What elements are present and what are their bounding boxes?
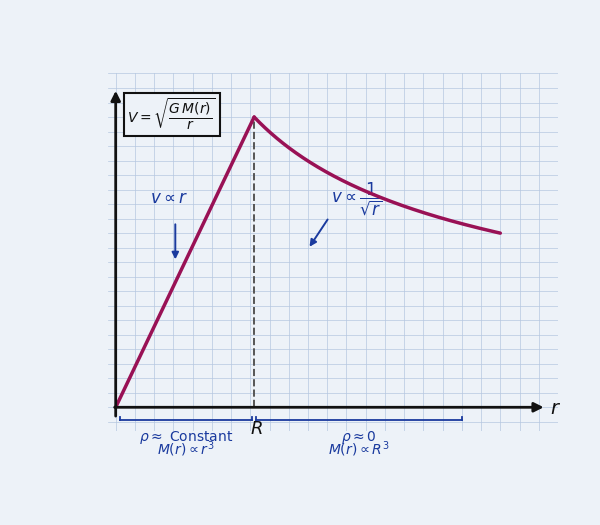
Text: $R$: $R$ (250, 421, 262, 438)
Text: $v \propto \dfrac{1}{\sqrt{r}}$: $v \propto \dfrac{1}{\sqrt{r}}$ (331, 180, 383, 217)
Text: $\rho \approx 0$: $\rho \approx 0$ (341, 429, 377, 446)
Text: $V = \sqrt{\dfrac{G\,M(r)}{r}}$: $V = \sqrt{\dfrac{G\,M(r)}{r}}$ (127, 97, 216, 132)
Text: $\rho \approx$ Constant: $\rho \approx$ Constant (139, 429, 233, 446)
Text: $r$: $r$ (550, 399, 562, 418)
Text: $M(r) \propto r^3$: $M(r) \propto r^3$ (157, 439, 215, 459)
Text: $M(r) \propto R^3$: $M(r) \propto R^3$ (328, 439, 390, 459)
Text: $v \propto r$: $v \propto r$ (151, 190, 188, 207)
